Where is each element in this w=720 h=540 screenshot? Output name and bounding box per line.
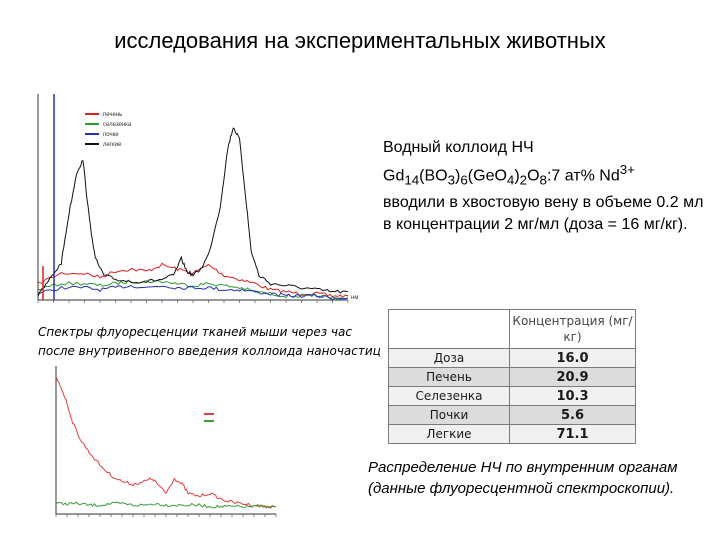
table-row: Легкие 71.1: [388, 424, 636, 444]
row-value: 16.0: [509, 348, 636, 368]
page-title: исследования на экспериментальных животн…: [114, 28, 606, 53]
colloid-description: Водный коллоид НЧ Gd14(BO3)6(GeO4)2O8:7 …: [383, 137, 713, 236]
series-line-series-1: [55, 376, 277, 509]
table-row: Доза 16.0: [388, 348, 636, 368]
table-corner-cell: [388, 309, 510, 349]
colloid-formula: Gd14(BO3)6(GeO4)2O8:7 ат% Nd3+: [383, 162, 635, 188]
series-line-печень: [37, 262, 349, 298]
table-row: Печень 20.9: [388, 367, 636, 387]
series-line-легкие: [37, 127, 349, 297]
series-line-селезенка: [37, 279, 349, 301]
colloid-details: вводили в хвостовую вену в объеме 0.2 мл…: [383, 193, 704, 233]
row-value: 10.3: [509, 386, 636, 406]
table-header-row: Концентрация (мг/кг): [388, 309, 636, 349]
series-line-series-2: [55, 501, 277, 509]
spectra-caption: Спектры флуоресценции тканей мыши через …: [38, 325, 381, 358]
legend-label: легкие: [103, 142, 122, 148]
table-row: Селезенка 10.3: [388, 386, 636, 406]
row-value: 71.1: [509, 424, 636, 444]
legend-label: селезенка: [103, 122, 132, 128]
row-label: Доза: [388, 348, 510, 368]
row-value: 5.6: [509, 405, 636, 425]
row-value: 20.9: [509, 367, 636, 387]
table-caption: Распределение НЧ по внутренним органам (…: [368, 459, 678, 497]
legend-label: почки: [103, 132, 119, 138]
x-axis-label: нм: [351, 295, 358, 301]
row-label: Легкие: [388, 424, 510, 444]
second-spectra-chart: [55, 366, 277, 517]
row-label: Печень: [388, 367, 510, 387]
legend-label: печень: [103, 112, 122, 118]
concentration-table: Концентрация (мг/кг) Доза 16.0 Печень 20…: [388, 309, 636, 444]
table-row: Почки 5.6: [388, 405, 636, 425]
colloid-line1: Водный коллоид НЧ: [383, 139, 534, 156]
row-label: Селезенка: [388, 386, 510, 406]
row-label: Почки: [388, 405, 510, 425]
series-line-почки: [37, 284, 349, 301]
fluorescence-spectra-chart: печень селезенка почки легкие нм: [37, 94, 358, 303]
table-header-concentration: Концентрация (мг/кг): [509, 309, 636, 349]
